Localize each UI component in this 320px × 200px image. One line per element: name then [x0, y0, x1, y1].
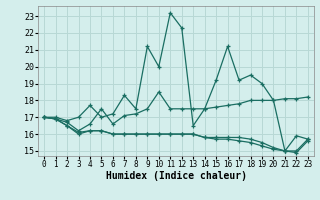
X-axis label: Humidex (Indice chaleur): Humidex (Indice chaleur): [106, 171, 246, 181]
